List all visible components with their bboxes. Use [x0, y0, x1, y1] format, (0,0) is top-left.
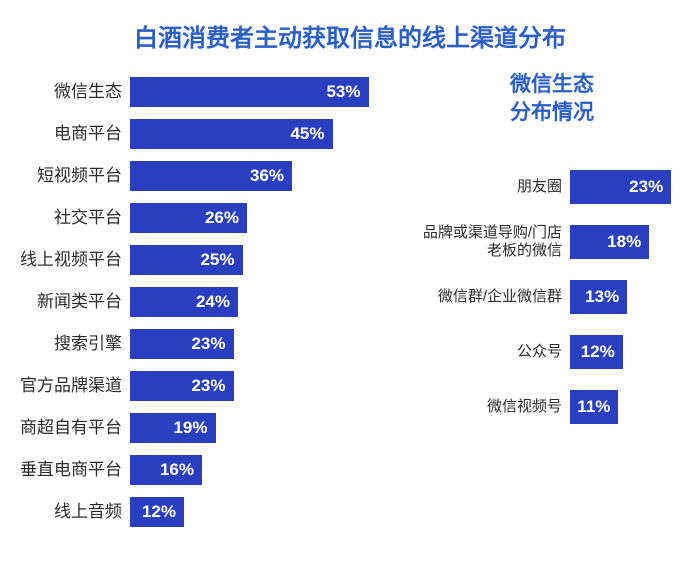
bar: 13% — [570, 280, 627, 314]
bar-area: 23% — [570, 160, 680, 215]
bar: 23% — [130, 371, 234, 401]
row-label: 微信生态 — [20, 82, 130, 102]
bar-value: 23% — [629, 177, 663, 197]
chart-row: 电商平台 45% — [20, 113, 410, 155]
bar: 25% — [130, 245, 243, 275]
left-chart: 微信生态 53% 电商平台 45% 短视频平台 36% 社交平台 26% 线上视频平台 25% 新闻… — [20, 71, 410, 533]
bar-value: 45% — [290, 124, 324, 144]
chart-container: 白酒消费者主动获取信息的线上渠道分布 微信生态 53% 电商平台 45% 短视频平台 36… — [0, 0, 700, 562]
row-label: 线上音频 — [20, 502, 130, 522]
chart-row: 官方品牌渠道 23% — [20, 365, 410, 407]
bar-area: 18% — [570, 215, 680, 270]
row-label: 公众号 — [420, 343, 570, 361]
chart-row: 线上音频 12% — [20, 491, 410, 533]
bar: 45% — [130, 119, 333, 149]
bar-value: 53% — [326, 82, 360, 102]
bar-area: 11% — [570, 380, 680, 435]
chart-row: 微信生态 53% — [20, 71, 410, 113]
bar-value: 24% — [196, 292, 230, 312]
chart-row: 公众号 12% — [420, 325, 680, 380]
bar-value: 19% — [173, 418, 207, 438]
row-label: 社交平台 — [20, 208, 130, 228]
right-title-line: 分布情况 — [510, 101, 594, 124]
right-title-line: 微信生态 — [510, 73, 594, 96]
right-column: 微信生态分布情况 朋友圈 23% 品牌或渠道导购/门店老板的微信 18% 微信群/企业微… — [410, 71, 680, 435]
chart-row: 搜索引擎 23% — [20, 323, 410, 365]
row-label: 电商平台 — [20, 124, 130, 144]
chart-row: 微信视频号 11% — [420, 380, 680, 435]
chart-title: 白酒消费者主动获取信息的线上渠道分布 — [20, 18, 680, 53]
chart-row: 短视频平台 36% — [20, 155, 410, 197]
bar-area: 23% — [130, 365, 410, 407]
bar: 12% — [570, 335, 623, 369]
bar-value: 26% — [205, 208, 239, 228]
bar-value: 23% — [191, 376, 225, 396]
bar-area: 12% — [130, 491, 410, 533]
bar-area: 19% — [130, 407, 410, 449]
bar-area: 23% — [130, 323, 410, 365]
bar-value: 23% — [191, 334, 225, 354]
bar: 23% — [130, 329, 234, 359]
bar-value: 12% — [581, 342, 615, 362]
row-label: 搜索引擎 — [20, 334, 130, 354]
bar-area: 25% — [130, 239, 410, 281]
bar: 26% — [130, 203, 247, 233]
bar: 12% — [130, 497, 184, 527]
row-label: 官方品牌渠道 — [20, 376, 130, 396]
charts-row: 微信生态 53% 电商平台 45% 短视频平台 36% 社交平台 26% 线上视频平台 25% 新闻… — [20, 71, 680, 533]
bar: 53% — [130, 77, 369, 107]
right-chart-title: 微信生态分布情况 — [420, 71, 680, 128]
bar-value: 25% — [200, 250, 234, 270]
bar: 24% — [130, 287, 238, 317]
row-label: 新闻类平台 — [20, 292, 130, 312]
bar: 11% — [570, 390, 618, 424]
bar-area: 36% — [130, 155, 410, 197]
bar-value: 36% — [250, 166, 284, 186]
row-label: 朋友圈 — [420, 178, 570, 196]
chart-row: 朋友圈 23% — [420, 160, 680, 215]
row-label: 垂直电商平台 — [20, 460, 130, 480]
row-label: 短视频平台 — [20, 166, 130, 186]
row-label: 商超自有平台 — [20, 418, 130, 438]
chart-row: 微信群/企业微信群 13% — [420, 270, 680, 325]
right-chart: 朋友圈 23% 品牌或渠道导购/门店老板的微信 18% 微信群/企业微信群 13% 公众号 1… — [420, 160, 680, 435]
row-label: 线上视频平台 — [20, 250, 130, 270]
bar-area: 24% — [130, 281, 410, 323]
row-label: 微信视频号 — [420, 398, 570, 416]
chart-row: 商超自有平台 19% — [20, 407, 410, 449]
chart-row: 新闻类平台 24% — [20, 281, 410, 323]
chart-row: 社交平台 26% — [20, 197, 410, 239]
bar-value: 18% — [607, 232, 641, 252]
bar: 16% — [130, 455, 202, 485]
row-label: 品牌或渠道导购/门店老板的微信 — [420, 224, 570, 260]
row-label: 微信群/企业微信群 — [420, 288, 570, 306]
chart-row: 品牌或渠道导购/门店老板的微信 18% — [420, 215, 680, 270]
bar: 36% — [130, 161, 292, 191]
chart-row: 垂直电商平台 16% — [20, 449, 410, 491]
bar-area: 16% — [130, 449, 410, 491]
bar-value: 12% — [142, 502, 176, 522]
bar-area: 26% — [130, 197, 410, 239]
bar-value: 16% — [160, 460, 194, 480]
bar: 19% — [130, 413, 216, 443]
bar-area: 13% — [570, 270, 680, 325]
bar: 23% — [570, 170, 671, 204]
bar-value: 11% — [577, 397, 610, 417]
bar: 18% — [570, 225, 649, 259]
bar-area: 53% — [130, 71, 410, 113]
bar-value: 13% — [585, 287, 619, 307]
chart-row: 线上视频平台 25% — [20, 239, 410, 281]
bar-area: 12% — [570, 325, 680, 380]
bar-area: 45% — [130, 113, 410, 155]
